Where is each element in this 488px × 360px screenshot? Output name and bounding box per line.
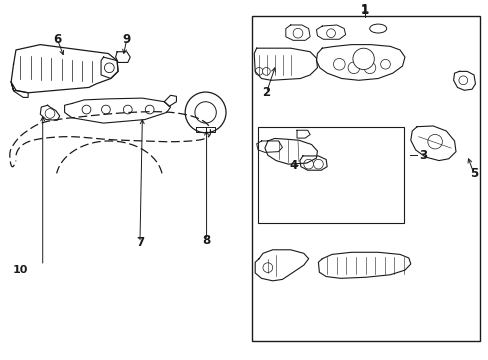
Circle shape	[333, 58, 345, 70]
Circle shape	[380, 59, 389, 69]
Circle shape	[102, 105, 110, 114]
Circle shape	[185, 92, 225, 133]
Text: 8: 8	[202, 234, 210, 247]
Circle shape	[326, 29, 335, 37]
Circle shape	[123, 105, 132, 114]
Circle shape	[82, 105, 91, 114]
Circle shape	[313, 159, 323, 169]
Text: 9: 9	[122, 33, 131, 46]
Text: 1: 1	[360, 3, 368, 16]
Circle shape	[255, 67, 263, 75]
Circle shape	[352, 48, 373, 69]
Text: 10: 10	[13, 265, 28, 275]
Circle shape	[292, 28, 302, 38]
Circle shape	[364, 62, 375, 73]
Circle shape	[303, 159, 313, 169]
Text: 3: 3	[419, 149, 427, 162]
Text: 4: 4	[288, 159, 297, 172]
Text: 5: 5	[469, 167, 477, 180]
Text: 6: 6	[53, 33, 61, 46]
Circle shape	[458, 76, 467, 85]
Circle shape	[145, 105, 154, 114]
Bar	[251, 16, 479, 341]
Text: 7: 7	[136, 236, 144, 249]
Circle shape	[195, 102, 216, 123]
Circle shape	[104, 63, 114, 73]
Circle shape	[262, 67, 270, 75]
Text: 1: 1	[360, 4, 368, 17]
Circle shape	[427, 134, 442, 149]
Ellipse shape	[369, 24, 386, 33]
Circle shape	[263, 263, 272, 273]
Circle shape	[45, 109, 55, 118]
Circle shape	[347, 62, 359, 73]
Text: 2: 2	[262, 86, 270, 99]
Bar	[258, 127, 403, 223]
